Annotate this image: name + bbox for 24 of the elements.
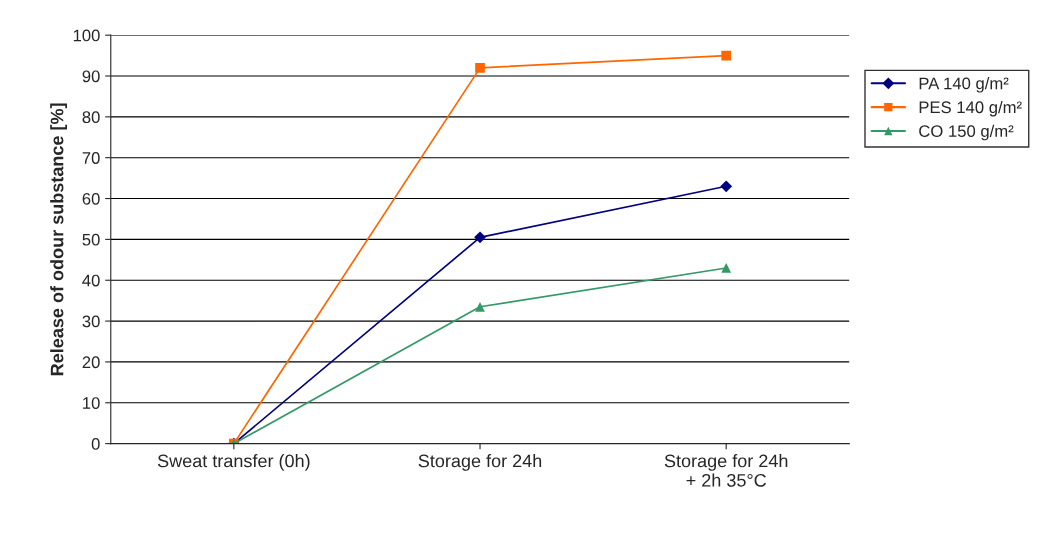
y-tick-label: 10	[83, 397, 100, 409]
legend-label: CO 150 g/m²	[919, 124, 1014, 141]
y-tick-label: 20	[82, 356, 100, 369]
y-tick-label: 80	[82, 111, 100, 124]
y-tick-label: 40	[82, 274, 100, 287]
legend-label: PES 140 g/m²	[919, 100, 1022, 117]
y-tick-label: 100	[73, 29, 100, 42]
y-tick-label: 70	[82, 152, 100, 164]
y-tick-label: 30	[82, 315, 100, 328]
y-tick-label: 50	[82, 233, 100, 246]
point	[474, 231, 486, 244]
point	[720, 180, 733, 193]
point	[475, 301, 485, 312]
x-tick-label: Storage for 24h	[418, 454, 542, 471]
point	[721, 50, 732, 61]
y-tick-label: 60	[82, 192, 100, 205]
point	[721, 263, 732, 273]
y-tick-label: 90	[82, 70, 100, 83]
x-tick-label: Storage for 24h + 2h 35°C	[664, 454, 788, 487]
y-tick-label: 0	[91, 438, 100, 450]
y-axis-title: Release of odour substance [%]	[50, 103, 67, 376]
legend-label: PA 140 g/m²	[919, 77, 1009, 93]
point	[475, 62, 485, 73]
x-tick-label: Sweat transfer (0h)	[157, 454, 310, 471]
